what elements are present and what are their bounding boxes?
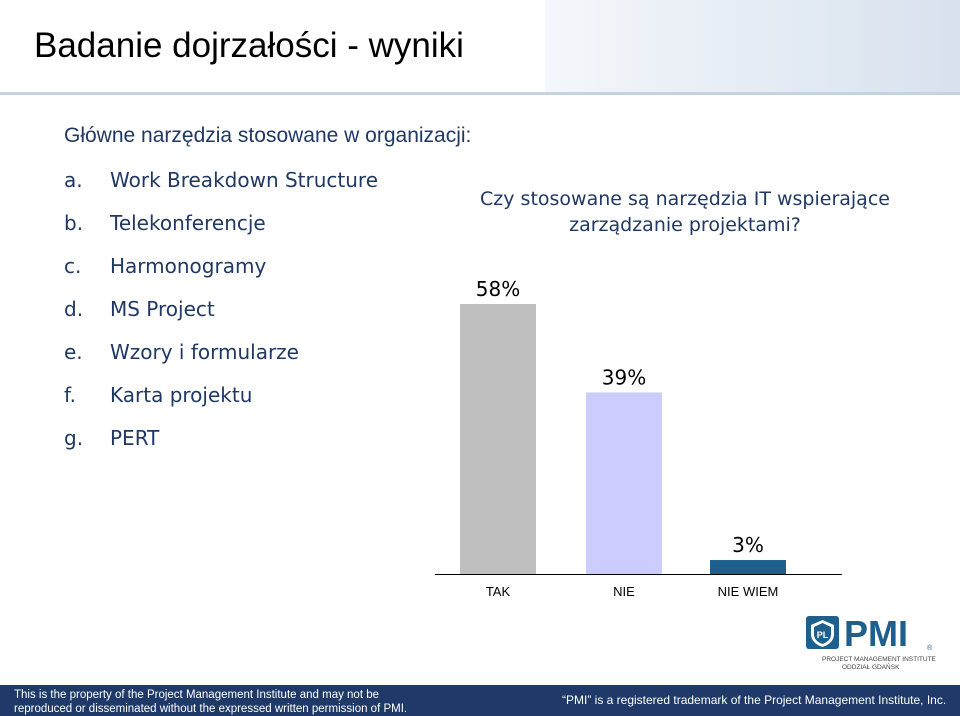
data-label: 3% bbox=[732, 533, 764, 557]
chart-title: Czy stosowane są narzędzia IT wspierając… bbox=[480, 188, 890, 236]
list-marker: c. bbox=[64, 254, 82, 278]
bar-nie bbox=[586, 392, 662, 574]
footer-copyright: This is the property of the Project Mana… bbox=[14, 688, 407, 716]
list-marker: b. bbox=[64, 211, 84, 235]
category-label: NIE WIEM bbox=[718, 584, 779, 599]
bar-tak bbox=[460, 304, 536, 574]
list-item-label: Wzory i formularze bbox=[110, 340, 299, 364]
logo-caption-line2: ODDZIAŁ GDAŃSK bbox=[842, 664, 900, 671]
list-marker: g. bbox=[64, 426, 84, 450]
footer: This is the property of the Project Mana… bbox=[0, 685, 960, 716]
list-item-label: Work Breakdown Structure bbox=[110, 168, 379, 192]
footer-copyright-line1: This is the property of the Project Mana… bbox=[14, 689, 380, 701]
list-item-label: MS Project bbox=[110, 297, 215, 321]
data-label: 58% bbox=[476, 277, 520, 301]
header-divider bbox=[0, 92, 960, 95]
logo-caption-line1: PROJECT MANAGEMENT INSTITUTE bbox=[822, 656, 936, 663]
list-marker: e. bbox=[64, 340, 83, 364]
list-item-label: Karta projektu bbox=[110, 383, 253, 407]
category-label: TAK bbox=[486, 584, 511, 599]
slide-title: Badanie dojrzałości - wyniki bbox=[34, 26, 464, 65]
svg-text:PL: PL bbox=[817, 630, 829, 640]
data-label: 39% bbox=[602, 365, 646, 389]
list-marker: f. bbox=[64, 383, 76, 407]
list-marker: a. bbox=[64, 168, 83, 192]
logo-caption: PROJECT MANAGEMENT INSTITUTE ODDZIAŁ GDA… bbox=[822, 656, 936, 672]
bar-chart: 58% TAK 39% NIE 3% NIE WIEM bbox=[435, 277, 842, 599]
list-marker: d. bbox=[64, 297, 84, 321]
list-item-label: PERT bbox=[110, 426, 160, 450]
footer-copyright-line2: reproduced or disseminated without the e… bbox=[14, 703, 408, 715]
category-label: NIE bbox=[613, 584, 635, 599]
slide-subtitle: Główne narzędzia stosowane w organizacji… bbox=[64, 124, 472, 147]
pmi-logo: PL PMI ® bbox=[806, 613, 932, 653]
list-item-label: Harmonogramy bbox=[110, 254, 267, 278]
footer-trademark: “PMI” is a registered trademark of the P… bbox=[562, 693, 947, 707]
svg-text:®: ® bbox=[927, 644, 932, 652]
bar-nie-wiem bbox=[710, 560, 786, 574]
header-gradient bbox=[545, 0, 960, 95]
list-item-label: Telekonferencje bbox=[110, 211, 266, 235]
svg-text:PMI: PMI bbox=[844, 613, 908, 653]
